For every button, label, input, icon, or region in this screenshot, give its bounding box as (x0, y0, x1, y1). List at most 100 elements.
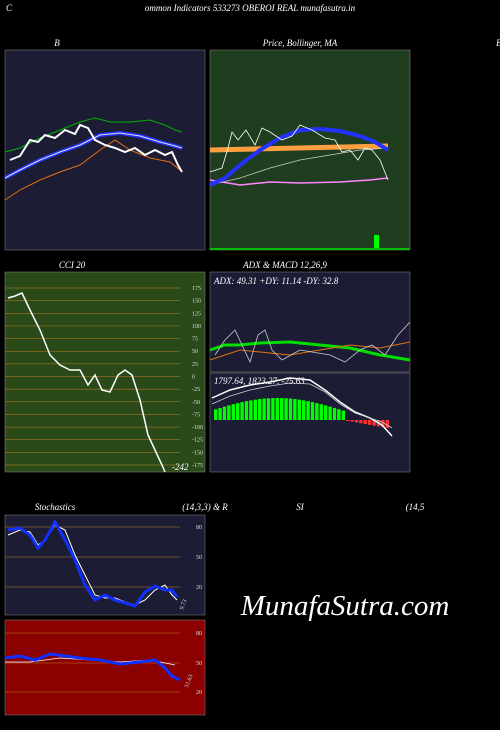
stoch-current: 9.73 (179, 599, 188, 611)
macd-bar (346, 420, 350, 421)
tick-label: 100 (192, 324, 201, 330)
rsi-line (4, 652, 181, 682)
macd-bar (337, 409, 341, 420)
macd-bar (253, 399, 257, 420)
macd-bar (332, 407, 337, 420)
indicator-line (4, 117, 183, 153)
cci-current: -242 (172, 462, 189, 472)
tick-label: -25 (192, 387, 200, 393)
macd-bar (266, 398, 271, 420)
price-line (9, 123, 183, 173)
panel-params: (14,5 (406, 502, 425, 512)
tick-label: 125 (192, 311, 201, 317)
macd-bar (280, 398, 284, 420)
tick-label: 50 (196, 661, 202, 667)
macd-bar (310, 402, 315, 420)
tick-label: 20 (196, 585, 202, 591)
signal-line (211, 382, 393, 429)
header-letter: C (6, 3, 13, 13)
tick-label: 25 (192, 362, 198, 368)
stoch-d (7, 524, 178, 606)
macd-bar (328, 406, 332, 420)
di-line (209, 341, 411, 361)
cci-line (7, 292, 166, 473)
panel (4, 514, 206, 616)
macd-bar (218, 407, 222, 420)
macd-line (211, 377, 393, 437)
panel-label: CCI 20 (59, 260, 86, 270)
macd-bar (297, 399, 301, 420)
macd-bar (249, 400, 253, 420)
ma-line (209, 147, 389, 186)
macd-bar (227, 405, 231, 420)
macd-text: 1797.64, 1823.27, -25.63 (214, 376, 305, 386)
macd-bar (324, 405, 328, 420)
macd-bar (214, 409, 218, 420)
panel-params: (14,3,3) & R (182, 502, 228, 512)
macd-bar (284, 398, 288, 420)
tick-label: 175 (192, 286, 201, 292)
macd-bar (306, 401, 310, 420)
panel-label: Price, Bollinger, MA (262, 38, 338, 48)
macd-bar (271, 398, 275, 420)
tick-label: 50 (192, 349, 198, 355)
macd-bar (381, 420, 385, 428)
tick-label: 20 (196, 690, 202, 696)
tick-label: -100 (192, 425, 203, 431)
tick-label: 0 (192, 375, 195, 381)
tick-label: -150 (192, 450, 203, 456)
tick-label: -50 (192, 400, 200, 406)
panel-label: ADX & MACD 12,26,9 (242, 260, 327, 270)
di-line (214, 321, 411, 364)
macd-bar (350, 420, 354, 422)
indicator-line (4, 132, 183, 179)
watermark: MunafaSutra.com (240, 590, 450, 622)
macd-bar (231, 404, 235, 420)
tick-label: 75 (192, 337, 198, 343)
macd-bar (244, 401, 249, 420)
macd-bar (354, 420, 359, 423)
macd-bar (288, 398, 293, 420)
bollinger-mid (209, 126, 390, 187)
macd-bar (315, 403, 319, 420)
macd-bar (363, 420, 367, 424)
macd-bar (240, 402, 244, 420)
macd-bar (222, 406, 227, 420)
panel (209, 271, 411, 373)
macd-bar (359, 420, 363, 424)
tick-label: -75 (192, 412, 200, 418)
adx-line (209, 340, 411, 362)
macd-bar (302, 400, 306, 420)
macd-bar (262, 398, 266, 420)
tick-label: 150 (192, 299, 201, 305)
macd-bar (236, 403, 240, 420)
macd-bar (368, 420, 372, 425)
macd-bar (275, 398, 279, 420)
tick-label: 80 (196, 631, 202, 637)
macd-bar (341, 410, 345, 420)
stoch-k (7, 518, 179, 608)
ma-line (209, 143, 389, 153)
panel-label: B (54, 38, 60, 48)
tick-label: 80 (196, 525, 202, 531)
panel-label: SI (296, 502, 305, 512)
panel (4, 271, 206, 473)
macd-bar (385, 420, 389, 428)
macd-bar (319, 404, 323, 420)
macd-bar (372, 420, 376, 426)
panel (4, 619, 206, 716)
rsi-current: 51.63 (184, 674, 194, 689)
header-title: ommon Indicators 533273 OBEROI REAL muna… (145, 3, 356, 13)
bollinger-lower (209, 177, 389, 186)
indicator-line (4, 139, 181, 201)
macd-bar (258, 399, 262, 420)
volume-bar (374, 235, 379, 250)
price-line (209, 124, 389, 181)
panel-label: Stochastics (35, 502, 76, 512)
tick-label: -125 (192, 438, 203, 444)
panel (4, 49, 206, 251)
adx-text: ADX: 49.31 +DY: 11.14 -DY: 32.8 (213, 276, 339, 286)
panel-label: B (496, 38, 500, 48)
tick-label: -175 (192, 463, 203, 469)
